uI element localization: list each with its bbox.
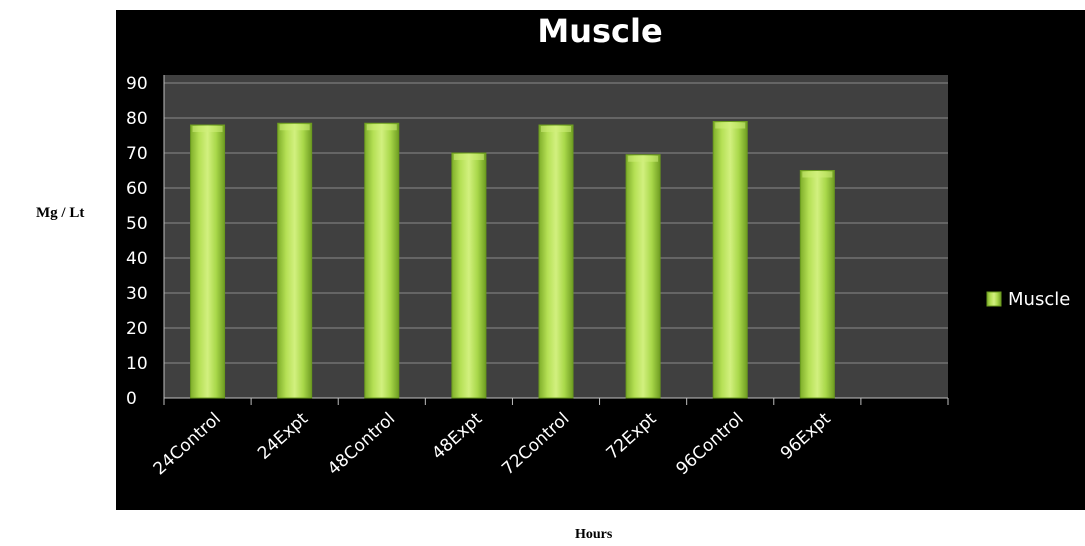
x-tick-label: 24Expt bbox=[254, 409, 312, 464]
bar-highlight bbox=[192, 126, 223, 132]
chart-svg: Muscle 0 10 20 30 40 50 60 70 80 90 24Control 24Exp… bbox=[126, 12, 1070, 479]
y-tick-label: 40 bbox=[126, 249, 148, 269]
bar-highlight bbox=[366, 124, 397, 131]
chart-title: Muscle bbox=[537, 12, 662, 50]
x-tick-label: 72Expt bbox=[603, 409, 661, 464]
x-tick-label: 48Expt bbox=[428, 409, 486, 464]
legend: Muscle bbox=[986, 289, 1070, 310]
legend-label: Muscle bbox=[1008, 289, 1070, 310]
y-tick-label: 60 bbox=[126, 179, 148, 199]
bar bbox=[712, 121, 748, 399]
x-tick-label: 96Expt bbox=[777, 409, 835, 464]
x-tick-label: 72Control bbox=[498, 409, 573, 479]
y-tick-label: 20 bbox=[126, 319, 148, 339]
x-axis-label: Hours bbox=[575, 527, 613, 542]
bar-highlight bbox=[628, 155, 659, 162]
y-tick-label: 50 bbox=[126, 214, 148, 234]
bar bbox=[538, 124, 574, 399]
bar bbox=[799, 170, 835, 399]
x-tick-label: 48Control bbox=[324, 409, 399, 479]
bar-highlight bbox=[802, 171, 833, 178]
bar bbox=[451, 152, 487, 399]
x-tick-label: 24Control bbox=[150, 409, 225, 479]
bar bbox=[190, 124, 226, 399]
y-tick-label: 70 bbox=[126, 144, 148, 164]
y-tick-label: 80 bbox=[126, 109, 148, 129]
y-tick-label: 90 bbox=[126, 74, 148, 94]
y-tick-label: 30 bbox=[126, 284, 148, 304]
bar-highlight bbox=[279, 124, 310, 131]
x-tick-label: 96Control bbox=[672, 409, 747, 479]
bar bbox=[277, 122, 313, 399]
bar bbox=[625, 154, 661, 399]
bar-highlight bbox=[453, 154, 484, 160]
bar-highlight bbox=[541, 126, 571, 132]
y-axis-label: Mg / Lt bbox=[36, 205, 85, 221]
legend-swatch bbox=[986, 291, 1002, 307]
bar-highlight bbox=[715, 122, 746, 129]
chart-panel: Muscle 0 10 20 30 40 50 60 70 80 90 24Control 24Exp… bbox=[116, 10, 1085, 510]
y-tick-label: 0 bbox=[126, 389, 137, 409]
y-tick-label: 10 bbox=[126, 354, 148, 374]
bar bbox=[364, 122, 400, 399]
